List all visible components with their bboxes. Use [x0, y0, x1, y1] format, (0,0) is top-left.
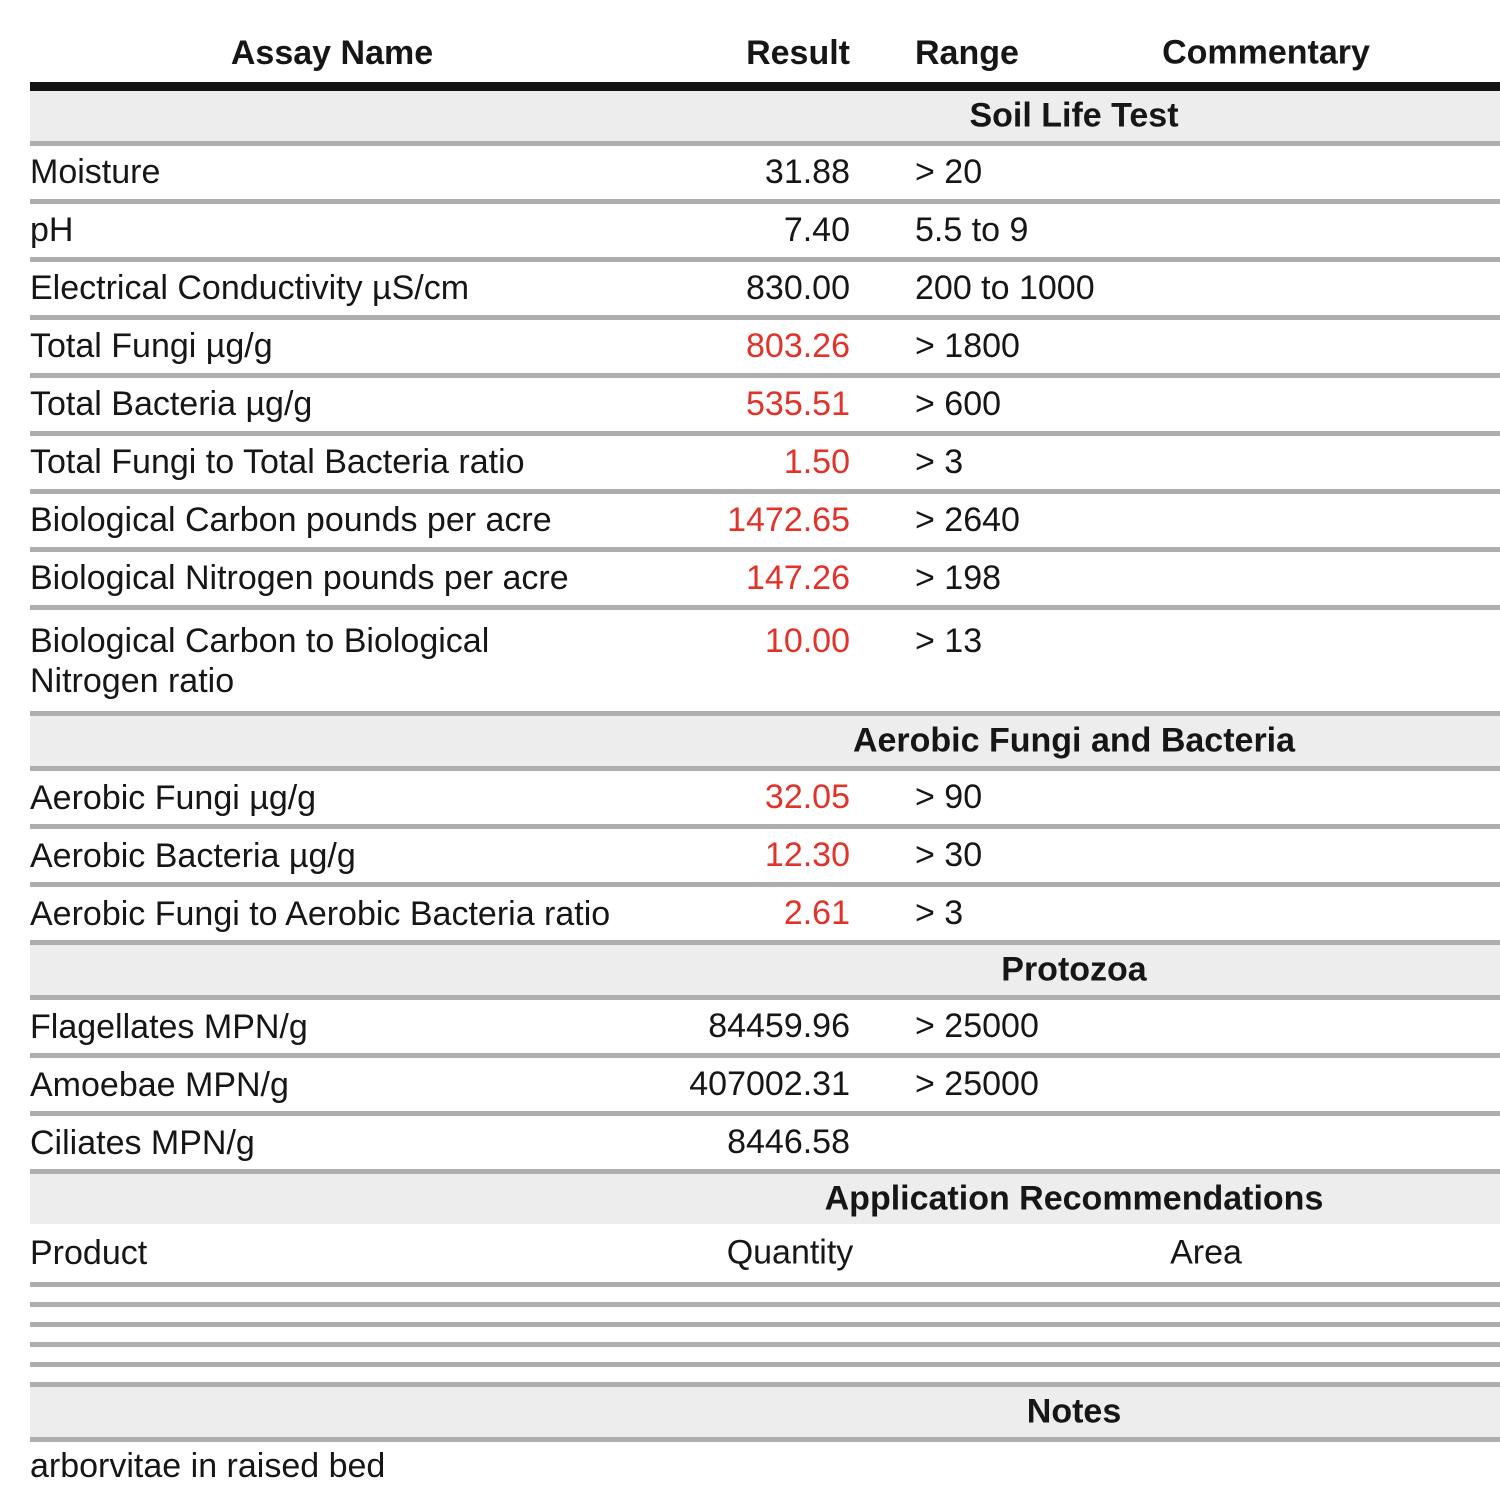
assay-result: 32.05	[764, 778, 850, 817]
assay-result: 7.40	[783, 211, 850, 249]
assay-name: Biological Nitrogen pounds per acre	[30, 559, 569, 598]
assay-range: > 1800	[915, 327, 1020, 365]
assay-name: Total Fungi µg/g	[30, 327, 273, 366]
assay-result: 31.88	[764, 153, 850, 191]
col-header-assay-name: Assay Name	[230, 33, 434, 72]
col-header-result: Result	[746, 33, 850, 72]
assay-range: > 20	[915, 153, 983, 191]
row-biological-carbon: Biological Carbon pounds per acre 1472.6…	[30, 489, 1500, 547]
row-moisture: Moisture 31.88 > 20	[30, 141, 1500, 199]
row-aerobic-bacteria: Aerobic Bacteria µg/g 12.30 > 30	[30, 824, 1500, 882]
assay-result: 535.51	[746, 385, 850, 423]
col-header-range: Range	[915, 33, 1019, 72]
assay-result: 803.26	[746, 327, 850, 365]
application-columns-row: Product Quantity Area	[30, 1224, 1500, 1282]
assay-range: > 25000	[915, 1007, 1039, 1046]
assay-name: Biological Carbon pounds per acre	[30, 501, 552, 540]
assay-result: 84459.96	[708, 1007, 850, 1046]
section-header-notes: Notes	[30, 1382, 1500, 1438]
row-total-bacteria: Total Bacteria µg/g 535.51 > 600	[30, 373, 1500, 431]
notes-text-row: arborvitae in raised bed	[30, 1437, 1500, 1489]
row-ciliates: Ciliates MPN/g 8446.58	[30, 1111, 1500, 1169]
assay-range: 5.5 to 9	[915, 211, 1029, 249]
row-total-fungi-bacteria-ratio: Total Fungi to Total Bacteria ratio 1.50…	[30, 431, 1500, 489]
assay-name: Aerobic Fungi to Aerobic Bacteria ratio	[30, 894, 611, 933]
assay-range: > 198	[915, 559, 1002, 597]
row-flagellates: Flagellates MPN/g 84459.96 > 25000	[30, 995, 1500, 1053]
assay-range: > 3	[915, 894, 964, 933]
section-header-application-recommendations: Application Recommendations	[30, 1169, 1500, 1225]
assay-name: Total Bacteria µg/g	[30, 385, 313, 424]
assay-name: Flagellates MPN/g	[30, 1007, 308, 1046]
assay-result: 8446.58	[727, 1123, 850, 1162]
assay-result: 10.00	[764, 622, 850, 660]
section-title: Aerobic Fungi and Bacteria	[852, 721, 1296, 760]
col-header-area: Area	[1170, 1233, 1242, 1272]
assay-name: Ciliates MPN/g	[30, 1123, 255, 1162]
assay-name: Electrical Conductivity µS/cm	[30, 269, 470, 308]
assay-range: > 600	[915, 385, 1002, 423]
assay-range: > 3	[915, 443, 964, 481]
row-biological-nitrogen: Biological Nitrogen pounds per acre 147.…	[30, 547, 1500, 605]
section-header-protozoa: Protozoa	[30, 940, 1500, 996]
assay-range: > 90	[915, 778, 983, 817]
assay-name: Aerobic Bacteria µg/g	[30, 836, 356, 875]
assay-name: Moisture	[30, 153, 161, 192]
assay-name: Total Fungi to Total Bacteria ratio	[30, 443, 525, 482]
assay-name: pH	[30, 211, 74, 250]
section-title: Protozoa	[1001, 950, 1147, 989]
assay-result: 1472.65	[727, 501, 850, 539]
section-title: Soil Life Test	[969, 96, 1179, 135]
assay-range: > 13	[915, 622, 983, 660]
application-empty-row	[30, 1282, 1500, 1302]
header-rule	[30, 82, 1500, 91]
assay-result: 147.26	[746, 559, 850, 597]
assay-range: > 30	[915, 836, 983, 875]
application-empty-row	[30, 1342, 1500, 1362]
application-empty-row	[30, 1322, 1500, 1342]
section-title: Application Recommendations	[824, 1179, 1324, 1218]
col-header-product: Product	[30, 1234, 148, 1273]
col-header-quantity: Quantity	[726, 1233, 854, 1272]
row-electrical-conductivity: Electrical Conductivity µS/cm 830.00 200…	[30, 257, 1500, 315]
row-aerobic-fungi-bacteria-ratio: Aerobic Fungi to Aerobic Bacteria ratio …	[30, 882, 1500, 940]
row-biological-carbon-nitrogen-ratio: Biological Carbon to Biological Nitrogen…	[30, 605, 1500, 711]
assay-name: Biological Carbon to Biological Nitrogen…	[30, 622, 490, 701]
row-amoebae: Amoebae MPN/g 407002.31 > 25000	[30, 1053, 1500, 1111]
row-ph: pH 7.40 5.5 to 9	[30, 199, 1500, 257]
application-empty-row	[30, 1362, 1500, 1382]
row-aerobic-fungi: Aerobic Fungi µg/g 32.05 > 90	[30, 766, 1500, 824]
assay-result: 12.30	[764, 836, 850, 875]
application-empty-row	[30, 1302, 1500, 1322]
assay-result: 830.00	[746, 269, 850, 307]
assay-result: 1.50	[783, 443, 850, 481]
notes-text: arborvitae in raised bed	[30, 1446, 386, 1485]
assay-name: Amoebae MPN/g	[30, 1065, 289, 1104]
assay-result: 2.61	[783, 894, 850, 933]
col-header-commentary: Commentary	[1162, 33, 1370, 72]
assay-result: 407002.31	[689, 1065, 850, 1104]
section-header-aerobic-fungi-bacteria: Aerobic Fungi and Bacteria	[30, 711, 1500, 767]
section-header-soil-life-test: Soil Life Test	[30, 91, 1500, 141]
row-total-fungi: Total Fungi µg/g 803.26 > 1800	[30, 315, 1500, 373]
assay-name: Aerobic Fungi µg/g	[30, 778, 317, 817]
section-title: Notes	[1026, 1392, 1122, 1431]
assay-range: > 2640	[915, 501, 1020, 539]
assay-range: > 25000	[915, 1065, 1039, 1104]
assay-range: 200 to 1000	[915, 269, 1095, 307]
table-header-row: Assay Name Result Range Commentary	[30, 24, 1500, 82]
